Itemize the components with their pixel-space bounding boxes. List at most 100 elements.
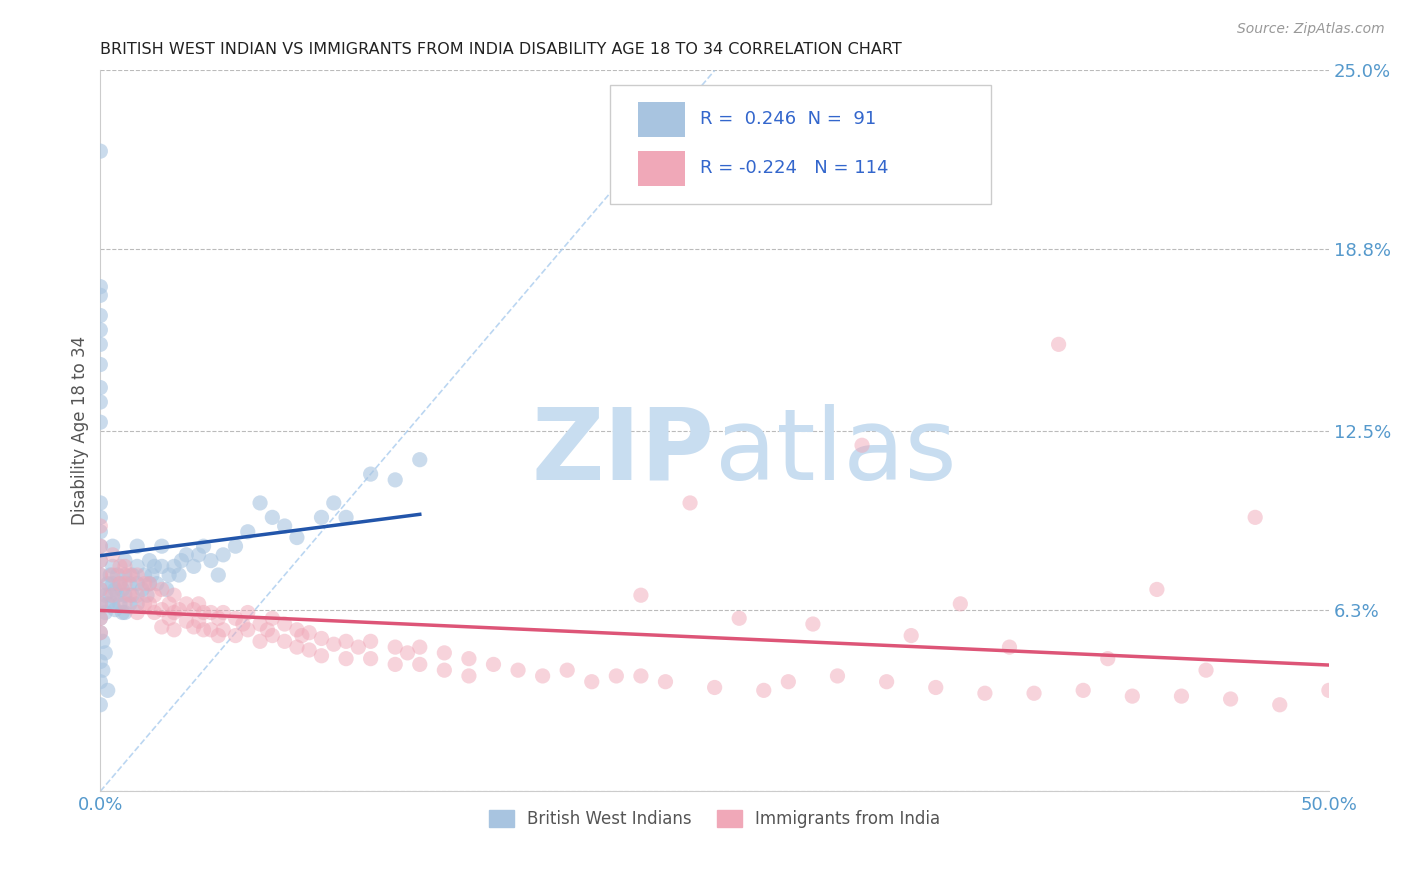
Point xyxy=(183,559,205,574)
Point xyxy=(409,452,432,467)
Point xyxy=(91,663,114,677)
Point xyxy=(114,597,136,611)
Point xyxy=(136,588,159,602)
Point xyxy=(89,553,111,567)
Point xyxy=(384,657,406,672)
Point xyxy=(150,539,173,553)
Point xyxy=(107,588,129,602)
Point xyxy=(101,597,124,611)
Point xyxy=(176,597,198,611)
Point xyxy=(187,548,209,562)
Point xyxy=(108,576,131,591)
Point xyxy=(236,623,259,637)
Point xyxy=(127,576,149,591)
Point xyxy=(1244,510,1267,524)
Point xyxy=(143,606,166,620)
Legend: British West Indians, Immigrants from India: British West Indians, Immigrants from In… xyxy=(482,804,948,835)
Point xyxy=(193,539,215,553)
Point xyxy=(409,657,432,672)
Point xyxy=(97,576,120,591)
Point xyxy=(114,553,136,567)
Point xyxy=(193,623,215,637)
Point xyxy=(187,614,209,628)
Point xyxy=(114,606,136,620)
Point xyxy=(322,496,344,510)
Point xyxy=(1268,698,1291,712)
Point xyxy=(827,669,849,683)
Point xyxy=(114,576,136,591)
Point xyxy=(107,568,129,582)
Point xyxy=(118,597,141,611)
Point xyxy=(98,588,121,602)
Point xyxy=(141,568,163,582)
Point xyxy=(291,629,314,643)
Point xyxy=(89,568,111,582)
Point xyxy=(89,337,111,351)
Point xyxy=(851,438,873,452)
Point xyxy=(256,623,278,637)
Point xyxy=(134,568,156,582)
Point xyxy=(1047,337,1070,351)
Point xyxy=(360,467,382,482)
Point xyxy=(114,568,136,582)
Point xyxy=(200,623,222,637)
Text: BRITISH WEST INDIAN VS IMMIGRANTS FROM INDIA DISABILITY AGE 18 TO 34 CORRELATION: BRITISH WEST INDIAN VS IMMIGRANTS FROM I… xyxy=(100,42,903,57)
Point xyxy=(89,568,111,582)
Point xyxy=(347,640,370,654)
Point xyxy=(396,646,419,660)
Point xyxy=(187,597,209,611)
Point xyxy=(89,309,111,323)
Y-axis label: Disability Age 18 to 34: Disability Age 18 to 34 xyxy=(72,336,89,525)
Point xyxy=(273,617,295,632)
Point xyxy=(150,582,173,597)
Text: atlas: atlas xyxy=(714,404,956,501)
Point xyxy=(224,539,246,553)
Point xyxy=(273,519,295,533)
Point xyxy=(97,683,120,698)
Point xyxy=(1071,683,1094,698)
Point xyxy=(273,634,295,648)
Text: R = -0.224   N = 114: R = -0.224 N = 114 xyxy=(700,160,889,178)
Point xyxy=(89,496,111,510)
Point xyxy=(1317,683,1340,698)
Point xyxy=(1170,689,1192,703)
Point xyxy=(89,611,111,625)
Point xyxy=(360,651,382,665)
Point xyxy=(94,646,117,660)
Point xyxy=(94,606,117,620)
Point xyxy=(752,683,775,698)
Text: Source: ZipAtlas.com: Source: ZipAtlas.com xyxy=(1237,22,1385,37)
Point xyxy=(1146,582,1168,597)
Point xyxy=(101,559,124,574)
Point xyxy=(114,588,136,602)
Point xyxy=(1022,686,1045,700)
Point xyxy=(127,568,149,582)
Point xyxy=(89,395,111,409)
Point xyxy=(298,625,321,640)
Point xyxy=(458,669,481,683)
Point xyxy=(925,681,948,695)
Point xyxy=(89,415,111,429)
Point xyxy=(285,531,308,545)
Point xyxy=(146,576,169,591)
Point xyxy=(311,648,333,663)
Point xyxy=(322,637,344,651)
Point xyxy=(200,606,222,620)
Point xyxy=(998,640,1021,654)
Point xyxy=(249,617,271,632)
Point xyxy=(134,597,156,611)
Point xyxy=(118,568,141,582)
Point xyxy=(89,553,111,567)
Point xyxy=(163,606,186,620)
Point xyxy=(224,629,246,643)
Point xyxy=(384,473,406,487)
Point xyxy=(176,614,198,628)
Point xyxy=(384,640,406,654)
Point xyxy=(98,568,121,582)
FancyBboxPatch shape xyxy=(638,151,685,186)
Point xyxy=(163,559,186,574)
Point xyxy=(89,358,111,372)
Point xyxy=(118,588,141,602)
Point xyxy=(89,597,111,611)
Point xyxy=(89,510,111,524)
